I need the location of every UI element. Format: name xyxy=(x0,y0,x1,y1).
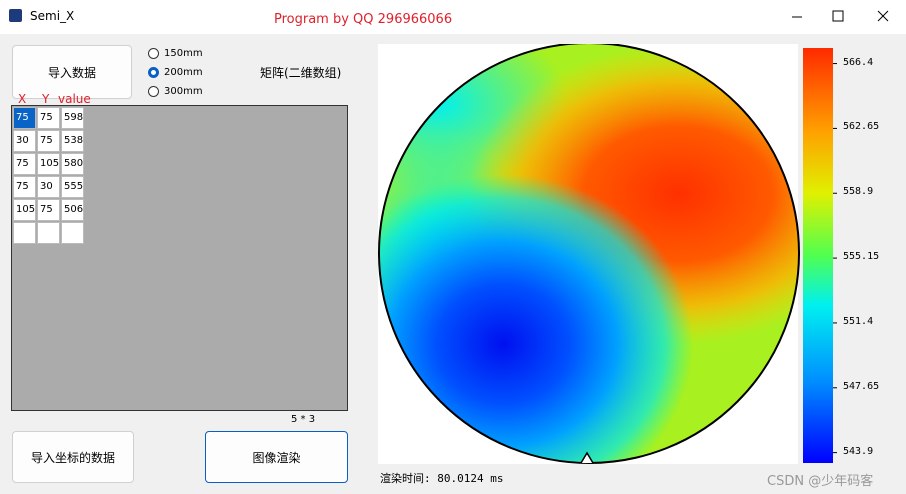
table-cell[interactable]: 75 xyxy=(13,107,36,129)
table-cell[interactable]: 555 xyxy=(61,176,84,198)
colorbar xyxy=(803,48,833,463)
colorbar-tick-label: 543.9 xyxy=(843,445,874,457)
radio-option[interactable]: 150mm xyxy=(148,48,203,59)
table-cell[interactable]: 75 xyxy=(13,153,36,175)
table-cell[interactable]: 75 xyxy=(37,199,60,221)
column-header: X xyxy=(18,92,27,106)
table-cell[interactable] xyxy=(61,222,84,244)
radio-circle xyxy=(148,86,159,97)
radio-label: 200mm xyxy=(164,67,203,78)
column-header: value xyxy=(58,92,91,106)
table-cell[interactable]: 538 xyxy=(61,130,84,152)
table-cell[interactable]: 598 xyxy=(61,107,84,129)
radio-circle xyxy=(148,48,159,59)
table-cell[interactable]: 75 xyxy=(37,107,60,129)
wafer-plot xyxy=(378,44,837,464)
colorbar-tick-label: 562.65 xyxy=(843,121,880,133)
colorbar-tick-label: 551.4 xyxy=(843,315,874,327)
status-text: 渲染时间: 80.0124 ms xyxy=(380,472,504,485)
table-cell[interactable]: 105 xyxy=(13,199,36,221)
radio-label: 150mm xyxy=(164,48,203,59)
table-cell[interactable]: 75 xyxy=(13,176,36,198)
radio-option[interactable]: 300mm xyxy=(148,86,203,97)
column-header: Y xyxy=(42,92,50,106)
import-data-button[interactable]: 导入数据 xyxy=(12,45,132,99)
title-bar: Semi_X Program by QQ 296966066 xyxy=(0,0,906,34)
table-cell[interactable]: 30 xyxy=(13,130,36,152)
colorbar-tick-label: 555.15 xyxy=(843,251,880,263)
colorbar-tick-label: 558.9 xyxy=(843,186,874,198)
table-cell[interactable]: 105 xyxy=(37,153,60,175)
table-cell[interactable]: 580 xyxy=(61,153,84,175)
table-cell[interactable]: 30 xyxy=(37,176,60,198)
data-grid: 75 75 598 30 75 538 75 105 580 75 30 555 105 75 506 xyxy=(11,105,348,411)
table-cell[interactable] xyxy=(13,222,36,244)
table-cell[interactable]: 506 xyxy=(61,199,84,221)
radio-circle xyxy=(148,67,159,78)
table-cell[interactable]: 75 xyxy=(37,130,60,152)
radio-label: 300mm xyxy=(164,86,203,97)
matrix-label: 矩阵(二维数组) xyxy=(260,66,342,80)
table-size: 5 * 3 xyxy=(291,414,316,425)
radio-option[interactable]: 200mm xyxy=(148,67,203,78)
window-controls[interactable] xyxy=(780,6,900,28)
watermark: CSDN @少年码客 xyxy=(767,474,874,489)
window-title: Semi_X xyxy=(30,9,75,23)
import-coords-button[interactable]: 导入坐标的数据 xyxy=(12,431,134,483)
banner: Program by QQ 296966066 xyxy=(274,12,453,27)
render-button[interactable]: 图像渲染 xyxy=(205,431,348,483)
table-cell[interactable] xyxy=(37,222,60,244)
colorbar-tick-label: 566.4 xyxy=(843,56,874,68)
app-icon xyxy=(9,9,22,22)
colorbar-tick-label: 547.65 xyxy=(843,380,880,392)
